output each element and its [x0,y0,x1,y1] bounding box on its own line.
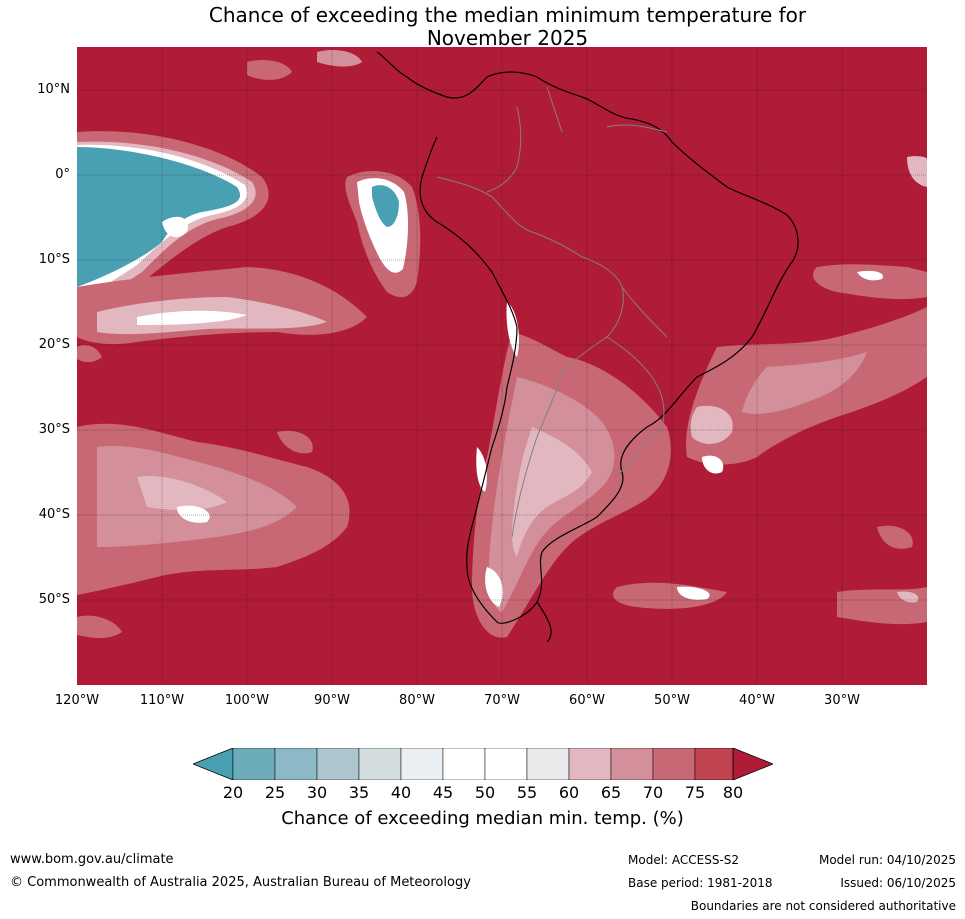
colorbar-tick-label: 60 [558,783,580,802]
footer-model: Model: ACCESS-S2 [628,853,740,867]
colorbar-tick-label: 35 [348,783,370,802]
colorbar-bin [484,747,528,781]
south-atlantic-mid-region [613,156,927,625]
gridlines [77,47,927,685]
colorbar-ticks: 20 25 30 35 40 45 50 55 60 65 70 75 80 [0,783,965,803]
pacific-mid-region [77,267,367,363]
y-tick-label: 30°S [38,422,70,437]
colorbar-tick-label: 45 [432,783,454,802]
x-tick-label: 70°W [484,693,520,708]
colorbar-bin [568,747,612,781]
colorbar-tick-label: 50 [474,783,496,802]
footer-url: www.bom.gov.au/climate [10,852,174,867]
colorbar-tick-label: 80 [722,783,744,802]
y-tick-label: 0° [55,167,70,182]
footer-issued: Issued: 06/10/2025 [840,876,956,890]
colorbar-tick-label: 20 [222,783,244,802]
colorbar-bin [442,747,486,781]
colorbar-bin [232,747,276,781]
colorbar-tick-label: 40 [390,783,412,802]
colorbar-tick-label: 65 [600,783,622,802]
south-america-mid-region [472,302,671,638]
colorbar-tick-label: 75 [684,783,706,802]
title-line-1: Chance of exceeding the median minimum t… [208,3,807,27]
x-tick-label: 80°W [399,693,435,708]
footer-copyright: © Commonwealth of Australia 2025, Austra… [10,875,471,890]
colorbar [191,747,775,781]
y-tick-label: 50°S [38,592,70,607]
y-tick-label: 10°N [37,82,70,97]
map-title: Chance of exceeding the median minimum t… [0,4,965,50]
colorbar-bin [694,747,734,781]
colorbar-tick-label: 55 [516,783,538,802]
x-tick-label: 50°W [654,693,690,708]
colorbar-bin [358,747,402,781]
colorbar-bin [274,747,318,781]
x-tick-label: 60°W [569,693,605,708]
x-tick-label: 90°W [314,693,350,708]
y-tick-label: 40°S [38,507,70,522]
ecuador-cool-region [345,171,421,298]
colorbar-tick-label: 25 [264,783,286,802]
coastlines [376,51,799,643]
north-mid-region [247,50,362,80]
colorbar-under-arrow [191,747,234,781]
title-line-2: November 2025 [426,26,589,50]
colorbar-bin [316,747,360,781]
colorbar-over-arrow [732,747,775,781]
country-borders [436,86,668,538]
footer-disclaimer: Boundaries are not considered authoritat… [690,899,956,913]
footer-base-period: Base period: 1981-2018 [628,876,773,890]
x-tick-label: 100°W [224,693,270,708]
x-tick-label: 30°W [824,693,860,708]
colorbar-bin [526,747,570,781]
x-tick-label: 110°W [139,693,185,708]
probability-map [77,47,927,685]
colorbar-bin [610,747,654,781]
colorbar-label: Chance of exceeding median min. temp. (%… [281,808,684,829]
footer-model-run: Model run: 04/10/2025 [818,853,956,867]
colorbar-bin [652,747,696,781]
x-tick-label: 120°W [54,693,100,708]
y-tick-label: 10°S [38,252,70,267]
x-tick-label: 40°W [739,693,775,708]
map-plot-area [77,47,927,685]
colorbar-bin [400,747,444,781]
colorbar-tick-label: 70 [642,783,664,802]
y-tick-label: 20°S [38,337,70,352]
colorbar-tick-label: 30 [306,783,328,802]
